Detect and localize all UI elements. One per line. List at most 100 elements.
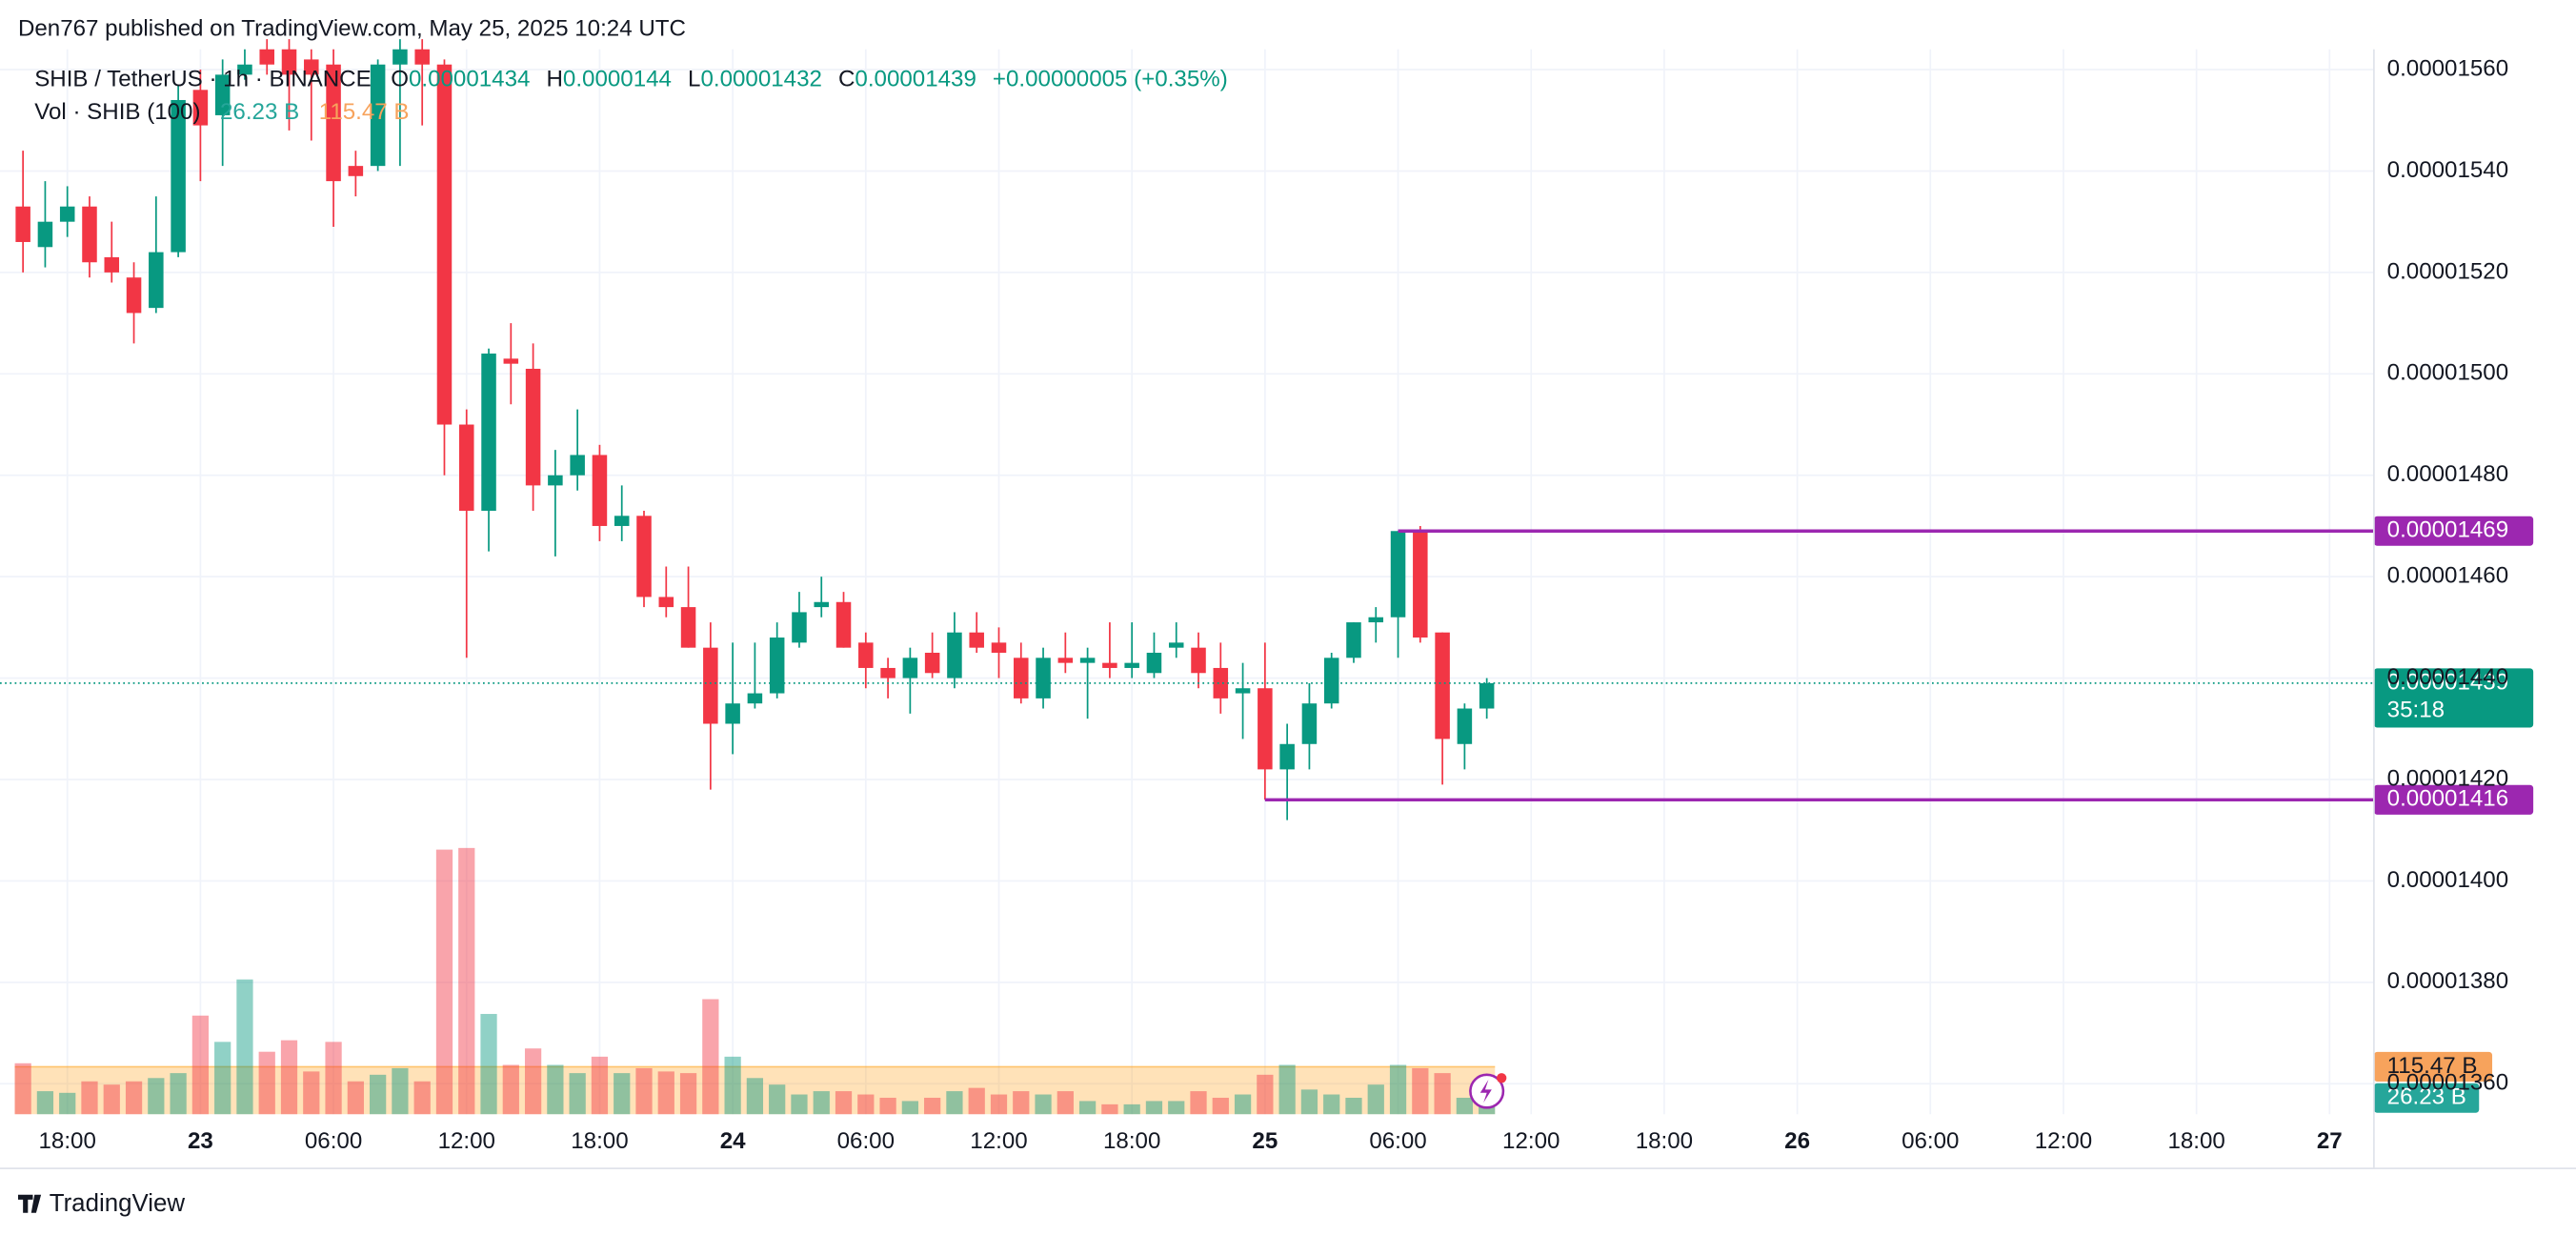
volume-bar bbox=[14, 1063, 31, 1115]
candle-body bbox=[171, 99, 186, 253]
volume-bar bbox=[657, 1071, 674, 1115]
volume-bar bbox=[258, 1051, 275, 1115]
volume-bar bbox=[591, 1056, 609, 1115]
candle bbox=[1258, 642, 1273, 800]
volume-bar bbox=[1278, 1064, 1296, 1115]
candle-body bbox=[592, 455, 608, 526]
volume-bar bbox=[1434, 1073, 1451, 1115]
candle-body bbox=[392, 49, 408, 65]
candle bbox=[436, 59, 453, 476]
candle-body bbox=[924, 652, 940, 674]
volume-bar bbox=[547, 1064, 564, 1115]
candle bbox=[858, 632, 874, 689]
volume-bar bbox=[435, 849, 453, 1115]
volume-ma-tag bbox=[2373, 1051, 2493, 1082]
volume-bar bbox=[679, 1073, 697, 1115]
legend-high: 0.0000144 bbox=[563, 67, 672, 92]
volume-bar bbox=[1168, 1101, 1185, 1115]
volume-bar bbox=[303, 1071, 320, 1115]
candle bbox=[1390, 531, 1406, 658]
legend-low: 0.00001432 bbox=[700, 67, 821, 92]
x-tick-label: 18:00 bbox=[39, 1128, 96, 1154]
x-tick-label: 06:00 bbox=[1902, 1128, 1959, 1154]
candle-body bbox=[481, 354, 496, 511]
candle-body bbox=[747, 693, 763, 704]
volume-bar bbox=[990, 1094, 1008, 1115]
candle bbox=[570, 409, 585, 491]
volume-bar bbox=[36, 1091, 54, 1115]
candle-body bbox=[1057, 658, 1074, 663]
x-tick-label: 26 bbox=[1784, 1128, 1810, 1154]
candle bbox=[1036, 647, 1051, 709]
volume-bar bbox=[1456, 1097, 1474, 1115]
volume-bar bbox=[125, 1081, 143, 1115]
candle bbox=[259, 39, 274, 75]
candles bbox=[15, 39, 1495, 820]
x-tick-label: 23 bbox=[188, 1128, 213, 1154]
overlays: 0.00001469 0.00001416 0.00001439 35:18 115.4… bbox=[0, 516, 2534, 1113]
volume-bar bbox=[1367, 1084, 1384, 1115]
candle bbox=[237, 49, 252, 80]
candle-body bbox=[414, 49, 430, 65]
candle bbox=[991, 627, 1007, 678]
candle bbox=[59, 186, 75, 237]
candle-body bbox=[259, 49, 274, 65]
candle-body bbox=[59, 206, 75, 222]
candle bbox=[214, 59, 231, 167]
candle bbox=[1457, 703, 1473, 770]
candle bbox=[747, 642, 763, 709]
volume-bar bbox=[968, 1087, 985, 1115]
volume-bar bbox=[170, 1073, 187, 1115]
candle-body bbox=[636, 516, 652, 597]
candle bbox=[149, 196, 164, 314]
price-tag bbox=[2373, 784, 2534, 815]
x-tick-label: 18:00 bbox=[1103, 1128, 1160, 1154]
candle bbox=[548, 450, 563, 557]
lightning-icon bbox=[1469, 1073, 1507, 1109]
logo: TradingView bbox=[17, 1190, 185, 1217]
volume-bar bbox=[1257, 1074, 1274, 1115]
x-tick-label: 18:00 bbox=[571, 1128, 628, 1154]
candle-body bbox=[1102, 662, 1117, 668]
candle bbox=[1346, 622, 1361, 663]
candle-body bbox=[1213, 667, 1229, 698]
volume-bar bbox=[502, 1064, 519, 1115]
current-price-tag bbox=[2373, 668, 2534, 728]
x-tick-label: 12:00 bbox=[970, 1128, 1027, 1154]
volume-bar bbox=[1078, 1101, 1097, 1115]
volume-bar bbox=[702, 999, 719, 1115]
candle-body bbox=[281, 49, 297, 75]
volume-tag-label: 26.23 B bbox=[2387, 1084, 2466, 1110]
volume-bar bbox=[524, 1048, 542, 1115]
candle bbox=[636, 510, 652, 608]
candle-body bbox=[348, 166, 364, 176]
candle bbox=[370, 59, 386, 172]
candle-body bbox=[1146, 652, 1162, 674]
candle bbox=[1146, 632, 1162, 678]
candle-body bbox=[304, 59, 319, 75]
x-tick-label: 06:00 bbox=[837, 1128, 895, 1154]
candle-body bbox=[1279, 743, 1295, 770]
candle-body bbox=[104, 256, 120, 273]
candle bbox=[1079, 647, 1096, 719]
volume-legend-ma: 115.47 B bbox=[319, 99, 410, 125]
candle-body bbox=[149, 252, 164, 309]
volume-bar bbox=[813, 1091, 830, 1115]
candle bbox=[326, 49, 341, 228]
candle bbox=[769, 622, 785, 698]
candle-body bbox=[82, 206, 97, 263]
volume-bar bbox=[835, 1091, 853, 1115]
y-tick-label: 0.00001460 bbox=[2387, 563, 2508, 589]
x-tick-label: 18:00 bbox=[2167, 1128, 2224, 1154]
candle-body bbox=[1191, 647, 1206, 674]
candle-body bbox=[548, 475, 563, 486]
volume-bar bbox=[901, 1101, 918, 1115]
candle bbox=[82, 196, 97, 278]
icon-bolt bbox=[1479, 1080, 1492, 1103]
volume-bar bbox=[1212, 1097, 1229, 1115]
candle-body bbox=[1079, 658, 1096, 663]
volume-bar bbox=[1145, 1101, 1163, 1115]
volume-bar bbox=[214, 1042, 231, 1115]
volume-bar bbox=[81, 1081, 98, 1115]
candle-body bbox=[769, 638, 785, 694]
